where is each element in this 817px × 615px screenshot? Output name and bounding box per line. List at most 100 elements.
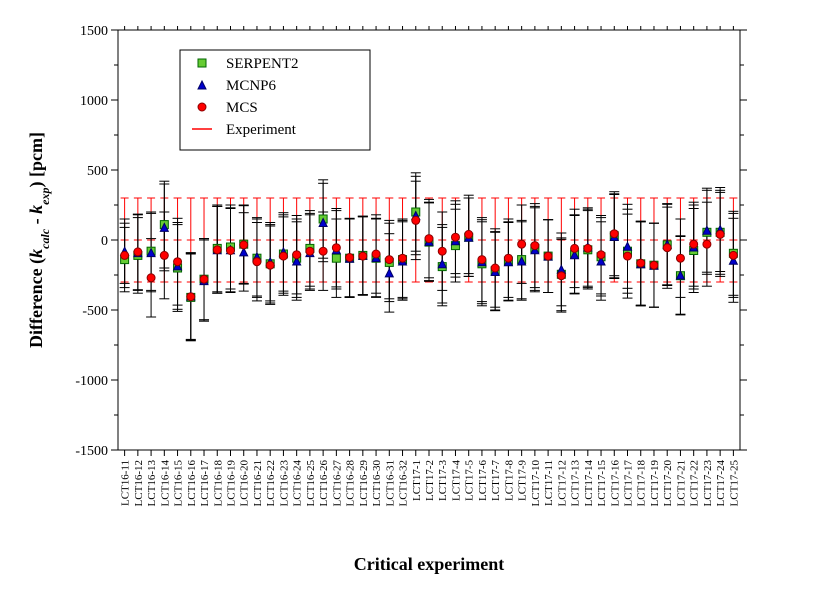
xtick-label: LCT16-30 <box>371 460 383 507</box>
marker-circle <box>253 258 261 266</box>
marker-circle <box>637 259 645 267</box>
xtick-label: LCT17-5 <box>464 460 476 501</box>
xtick-label: LCT17-4 <box>450 460 462 501</box>
marker-circle <box>624 252 632 260</box>
marker-circle <box>465 230 473 238</box>
marker-circle <box>557 272 565 280</box>
xtick-label: LCT16-15 <box>173 460 185 507</box>
marker-circle <box>332 244 340 252</box>
xtick-label: LCT17-1 <box>411 460 423 501</box>
xtick-label: LCT17-23 <box>702 460 714 507</box>
marker-circle <box>385 256 393 264</box>
xtick-label: LCT16-14 <box>159 460 171 507</box>
xtick-label: LCT16-32 <box>398 460 410 506</box>
marker-circle <box>703 240 711 248</box>
xtick-label: LCT16-11 <box>120 460 132 506</box>
marker-circle <box>121 251 129 259</box>
marker-triangle <box>385 269 393 277</box>
marker-circle <box>650 261 658 269</box>
xtick-label: LCT16-21 <box>252 460 264 506</box>
marker-circle <box>174 258 182 266</box>
xtick-label: LCT16-12 <box>133 460 145 506</box>
marker-circle <box>198 103 206 111</box>
marker-circle <box>147 274 155 282</box>
marker-circle <box>213 246 221 254</box>
xtick-label: LCT17-2 <box>424 460 436 501</box>
marker-circle <box>610 230 618 238</box>
xtick-label: LCT17-9 <box>517 460 529 501</box>
ytick-label: 1000 <box>80 94 108 109</box>
ytick-label: 500 <box>87 164 108 179</box>
legend-label: MCNP6 <box>226 78 277 94</box>
legend-label: SERPENT2 <box>226 56 299 72</box>
y-axis-label: Difference (kcalc - kexp) [pcm] <box>26 132 52 348</box>
marker-circle <box>491 264 499 272</box>
xtick-label: LCT17-7 <box>490 460 502 501</box>
marker-circle <box>451 233 459 241</box>
xtick-label: LCT16-20 <box>239 460 251 507</box>
xtick-label: LCT16-28 <box>345 460 357 507</box>
xtick-label: LCT16-31 <box>384 460 396 506</box>
marker-circle <box>663 244 671 252</box>
marker-circle <box>319 247 327 255</box>
marker-circle <box>187 293 195 301</box>
xtick-label: LCT17-6 <box>477 460 489 501</box>
xtick-label: LCT17-14 <box>583 460 595 507</box>
xtick-label: LCT16-24 <box>292 460 304 507</box>
ytick-label: -1000 <box>75 374 108 389</box>
marker-circle <box>372 250 380 258</box>
xtick-label: LCT16-26 <box>318 460 330 507</box>
marker-circle <box>412 216 420 224</box>
xtick-label: LCT17-8 <box>503 460 515 501</box>
marker-circle <box>226 247 234 255</box>
xtick-label: LCT16-23 <box>278 460 290 507</box>
xtick-label: LCT17-3 <box>437 460 449 501</box>
xtick-label: LCT16-17 <box>199 460 211 507</box>
marker-triangle <box>624 242 632 250</box>
marker-circle <box>571 244 579 252</box>
xtick-label: LCT17-16 <box>609 460 621 507</box>
xtick-label: LCT17-25 <box>728 460 740 507</box>
marker-circle <box>293 251 301 259</box>
marker-circle <box>716 230 724 238</box>
xtick-label: LCT17-10 <box>530 460 542 507</box>
chart-container: -1500-1000-500050010001500LCT16-11LCT16-… <box>0 0 817 615</box>
marker-circle <box>266 261 274 269</box>
xtick-label: LCT17-13 <box>570 460 582 507</box>
xtick-label: LCT17-15 <box>596 460 608 507</box>
marker-circle <box>425 235 433 243</box>
marker-circle <box>399 254 407 262</box>
ytick-label: -500 <box>82 304 108 319</box>
ytick-label: -1500 <box>75 444 108 459</box>
marker-circle <box>597 251 605 259</box>
xtick-label: LCT17-18 <box>636 460 648 507</box>
marker-circle <box>531 242 539 250</box>
xtick-label: LCT16-27 <box>331 460 343 507</box>
marker-circle <box>544 252 552 260</box>
marker-square <box>332 254 340 262</box>
xtick-label: LCT16-19 <box>225 460 237 507</box>
xtick-label: LCT16-22 <box>265 460 277 506</box>
xtick-label: LCT17-21 <box>675 460 687 506</box>
marker-circle <box>438 247 446 255</box>
marker-circle <box>160 251 168 259</box>
marker-circle <box>346 254 354 262</box>
ytick-label: 0 <box>101 234 108 249</box>
marker-circle <box>729 251 737 259</box>
ytick-label: 1500 <box>80 24 108 39</box>
xtick-label: LCT16-29 <box>358 460 370 507</box>
marker-circle <box>690 240 698 248</box>
x-axis-label: Critical experiment <box>354 554 504 574</box>
marker-circle <box>279 252 287 260</box>
xtick-label: LCT17-19 <box>649 460 661 507</box>
xtick-label: LCT17-24 <box>715 460 727 507</box>
xtick-label: LCT17-22 <box>689 460 701 506</box>
marker-circle <box>676 254 684 262</box>
marker-square <box>198 59 206 67</box>
marker-circle <box>240 241 248 249</box>
legend-label: Experiment <box>226 122 297 138</box>
marker-circle <box>504 254 512 262</box>
legend-label: MCS <box>226 100 258 116</box>
xtick-label: LCT17-17 <box>623 460 635 507</box>
marker-circle <box>478 256 486 264</box>
